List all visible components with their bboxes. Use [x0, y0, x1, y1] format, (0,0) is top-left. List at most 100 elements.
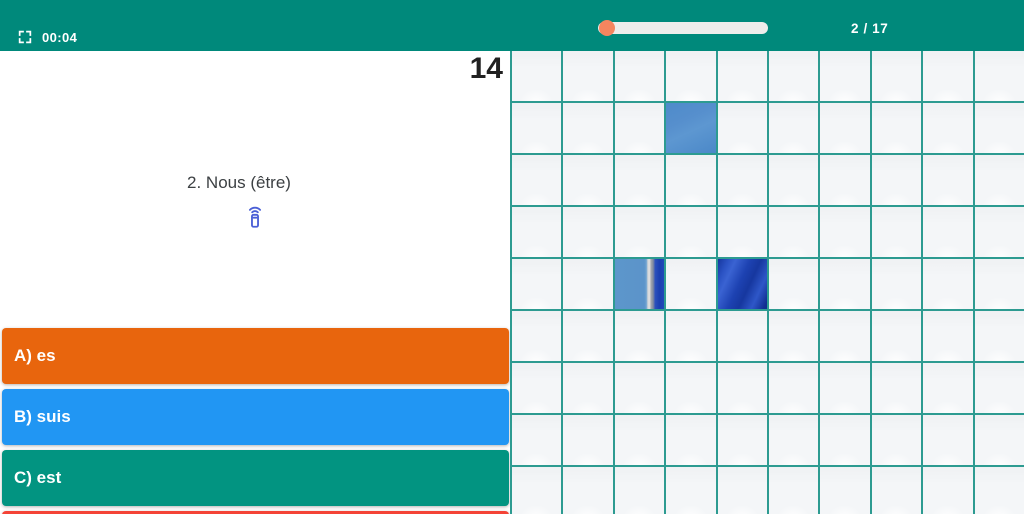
grid-cell: [820, 363, 870, 413]
read-aloud-icon: [239, 204, 271, 230]
answer-button-b[interactable]: B) suis: [2, 389, 509, 445]
grid-cell: [512, 51, 562, 101]
grid-cell: [614, 155, 665, 205]
grid-cell: [871, 51, 922, 101]
grid-cell: [666, 311, 716, 361]
grid-cell: [666, 363, 716, 413]
grid-cell: [512, 363, 562, 413]
grid-cell: [563, 155, 613, 205]
answer-list: A) es B) suis C) est: [2, 328, 509, 514]
grid-cell-revealed: [666, 103, 716, 153]
grid-cell: [512, 155, 562, 205]
grid-cell: [769, 207, 819, 257]
grid-cell: [769, 155, 819, 205]
grid-cell: [512, 415, 562, 465]
grid-cell: [820, 207, 870, 257]
grid-cell: [769, 259, 819, 309]
grid-cell: [512, 311, 562, 361]
grid-cell: [717, 51, 767, 101]
grid-cell: [563, 207, 613, 257]
grid-cell-revealed: [614, 259, 665, 309]
grid-cell: [923, 467, 973, 514]
grid-cell: [512, 467, 562, 514]
grid-cell: [614, 51, 665, 101]
grid-cell: [820, 155, 870, 205]
grid-cell: [923, 363, 973, 413]
grid-cell: [769, 363, 819, 413]
progress-dot: [598, 20, 615, 36]
grid-cell: [614, 363, 665, 413]
grid-cell: [871, 363, 922, 413]
grid-cell: [923, 51, 973, 101]
grid-cell: [666, 415, 716, 465]
fullscreen-button[interactable]: [17, 29, 33, 45]
countdown-number: 14: [469, 52, 503, 85]
grid-cell: [974, 311, 1024, 361]
grid-cell: [614, 467, 665, 514]
timer: 00:04: [42, 30, 78, 45]
grid-cell: [614, 415, 665, 465]
grid-cell: [563, 467, 613, 514]
grid-cell: [717, 103, 767, 153]
grid-cell: [717, 363, 767, 413]
progress-bar: [598, 20, 768, 36]
question-text: 2. Nous (être): [187, 173, 291, 192]
grid-cell: [717, 467, 767, 514]
grid-cell: [717, 155, 767, 205]
answer-button-a[interactable]: A) es: [2, 328, 509, 384]
grid-cell: [666, 207, 716, 257]
grid-cell: [923, 415, 973, 465]
grid-cell: [871, 415, 922, 465]
grid-cell: [717, 415, 767, 465]
grid-cell: [974, 259, 1024, 309]
grid-cell: [871, 311, 922, 361]
grid-cell: [974, 103, 1024, 153]
grid-cell: [974, 363, 1024, 413]
grid-cell: [820, 51, 870, 101]
grid-cell: [871, 103, 922, 153]
grid-cell: [666, 51, 716, 101]
grid-cell: [512, 207, 562, 257]
grid-cell: [563, 363, 613, 413]
grid-cell: [871, 259, 922, 309]
grid-cell: [614, 311, 665, 361]
grid-cell: [923, 311, 973, 361]
grid-cell: [666, 467, 716, 514]
grid-cell: [871, 467, 922, 514]
grid-cell: [614, 103, 665, 153]
grid-cell: [871, 207, 922, 257]
grid-cell: [974, 467, 1024, 514]
grid-cell: [974, 155, 1024, 205]
grid-cell: [769, 467, 819, 514]
grid-cell: [769, 415, 819, 465]
grid-cell: [974, 207, 1024, 257]
answer-button-c[interactable]: C) est: [2, 450, 509, 506]
grid-cell: [666, 259, 716, 309]
grid-cell: [769, 311, 819, 361]
fullscreen-icon: [17, 29, 33, 45]
grid-cell: [563, 259, 613, 309]
grid-cell: [820, 103, 870, 153]
grid-cell: [563, 415, 613, 465]
grid-cell: [820, 311, 870, 361]
grid-cell: [820, 259, 870, 309]
top-bar: 00:04 2 / 17: [0, 0, 1024, 51]
grid-cell: [974, 51, 1024, 101]
grid-cell: [923, 103, 973, 153]
grid-cell-revealed: [717, 259, 767, 309]
grid-cell: [923, 155, 973, 205]
grid-cell: [512, 259, 562, 309]
grid-cell: [512, 103, 562, 153]
grid-cell: [974, 415, 1024, 465]
grid-cell: [717, 311, 767, 361]
answer-button-d[interactable]: [2, 511, 509, 514]
read-aloud-button[interactable]: [239, 201, 271, 233]
grid-cell: [563, 311, 613, 361]
question-panel: 14 2. Nous (être) A) es B) suis C) est: [0, 51, 510, 514]
question-counter: 2 / 17: [851, 21, 889, 36]
grid-cell: [614, 207, 665, 257]
grid-cell: [871, 155, 922, 205]
grid-cell: [923, 207, 973, 257]
grid-cell: [666, 155, 716, 205]
